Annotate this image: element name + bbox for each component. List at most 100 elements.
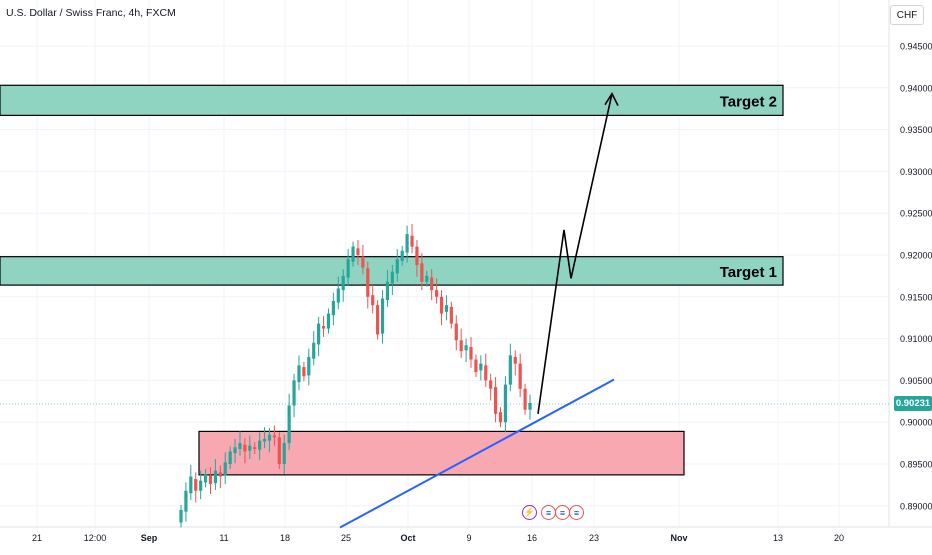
price-tick-label: 0.92500 [900, 209, 932, 219]
price-tick-label: 0.90000 [900, 418, 932, 428]
candle-body [326, 313, 331, 329]
candle-body [258, 440, 262, 450]
candle-body [390, 271, 394, 284]
candle-body [253, 447, 257, 449]
current-price-label: 0.90231 [894, 396, 932, 411]
candle-body [208, 475, 213, 485]
candle-body [213, 470, 218, 484]
time-tick-label: 12:00 [84, 533, 107, 543]
price-tick-label: 0.89000 [900, 501, 932, 511]
trendline [339, 378, 615, 529]
price-tick-label: 0.92000 [900, 251, 932, 261]
candle-body [277, 437, 281, 464]
candle-body [498, 412, 503, 423]
candle-body [464, 345, 468, 351]
candle-body [302, 367, 306, 377]
candle-body [489, 380, 493, 389]
candles-layer [179, 224, 532, 528]
candle-body [479, 363, 483, 371]
us-flag-icon[interactable]: ≡ [569, 505, 584, 520]
candle-body [523, 388, 527, 410]
candle-body [351, 246, 355, 262]
price-axis[interactable]: 0.94500 0.94000 0.93500 0.93000 0.92500 0.920… [900, 42, 932, 512]
candle-body [297, 365, 301, 383]
us-flag-icon[interactable]: ≡ [541, 505, 556, 520]
candle-body [184, 490, 188, 512]
time-axis[interactable]: 21 12:00 Sep 11 18 25 Oct 9 16 23 Nov 13 20 [32, 533, 844, 543]
candle-body [243, 444, 247, 452]
time-tick-label: 23 [589, 533, 599, 543]
candle-body [410, 235, 414, 247]
time-tick-label: Sep [141, 533, 158, 543]
candle-body [425, 275, 429, 282]
candle-body [454, 323, 458, 341]
candle-body [430, 277, 434, 291]
candle-body [356, 248, 360, 255]
candle-body [218, 472, 222, 477]
candle-body [262, 438, 267, 442]
time-tick-label: 20 [834, 533, 844, 543]
candle-body [474, 359, 478, 373]
candle-body [376, 305, 380, 335]
candle-body [528, 402, 532, 410]
candle-body [484, 365, 488, 381]
zone-label: Target 2 [720, 93, 777, 110]
support-zone [198, 430, 685, 476]
candle-body [287, 405, 291, 444]
price-tick-label: 0.94000 [900, 83, 932, 93]
candle-body [420, 263, 424, 282]
candle-body [439, 296, 444, 314]
candle-body [292, 380, 296, 406]
candle-body [321, 326, 326, 329]
candle-body [307, 356, 311, 376]
candle-body [194, 479, 198, 491]
candle-body [503, 384, 508, 423]
price-tick-label: 0.89500 [900, 460, 932, 470]
candle-body [203, 474, 208, 483]
candle-body [282, 443, 286, 464]
price-tick-label: 0.94500 [900, 42, 932, 52]
candle-body [179, 509, 183, 523]
candle-body [366, 268, 370, 297]
us-flag-icon[interactable]: ≡ [555, 505, 570, 520]
time-tick-label: 9 [466, 533, 471, 543]
candle-body [336, 288, 340, 303]
time-tick-label: 11 [219, 533, 228, 543]
time-tick-label: 16 [527, 533, 537, 543]
candle-body [233, 447, 237, 454]
time-tick-label: Nov [670, 533, 687, 543]
candle-body [518, 363, 522, 389]
candle-body [400, 250, 404, 261]
candle-body [228, 451, 232, 464]
candle-body [469, 346, 473, 360]
price-tick-label: 0.93500 [900, 125, 932, 135]
candle-body [223, 462, 227, 476]
price-tick-label: 0.91500 [900, 292, 932, 302]
candle-body [513, 356, 517, 364]
candle-body [435, 290, 439, 297]
time-tick-label: 13 [773, 533, 783, 543]
target-zone [0, 84, 784, 116]
candle-body [189, 476, 193, 494]
price-tick-label: 0.91000 [900, 334, 932, 344]
candle-body [272, 435, 276, 438]
candle-body [385, 281, 390, 301]
currency-button[interactable]: CHF [890, 5, 924, 25]
drawings-layer [339, 92, 619, 529]
candle-body [267, 434, 272, 441]
candle-body [459, 340, 463, 352]
candle-body [493, 387, 498, 414]
candle-body [312, 342, 316, 359]
time-tick-label: 25 [341, 533, 351, 543]
projection-arrow [537, 93, 613, 414]
price-tick-label: 0.90500 [900, 376, 932, 386]
chart-title: U.S. Dollar / Swiss Franc, 4h, FXCM [6, 7, 176, 19]
candle-body [248, 445, 252, 451]
time-tick-label: 21 [32, 533, 42, 543]
candle-body [415, 246, 419, 266]
lightning-icon[interactable]: ⚡ [522, 505, 537, 520]
candle-body [346, 259, 350, 278]
time-tick-label: 18 [280, 533, 290, 543]
